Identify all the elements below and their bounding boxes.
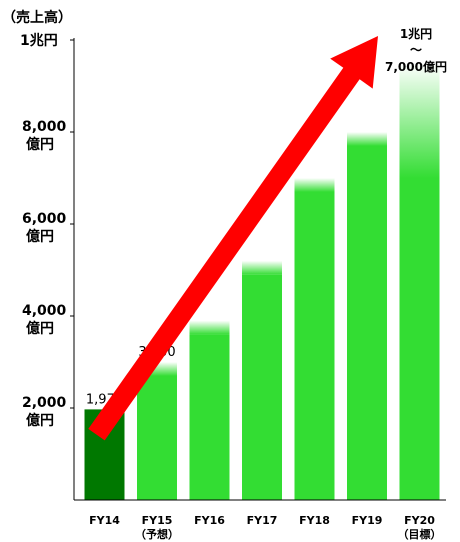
bar-fy19	[347, 132, 387, 500]
bar-fy18	[294, 178, 335, 500]
x-tick-label: FY18	[299, 514, 330, 527]
x-tick-label: FY20	[404, 514, 435, 527]
y-tick-label: 6,000	[22, 211, 67, 227]
bar-body	[294, 192, 335, 500]
target-line-2: ～	[410, 43, 422, 57]
y-tick-label: 2,000	[22, 395, 67, 411]
bar-fade-top	[242, 260, 282, 275]
bar-fade-top	[294, 178, 335, 192]
bars	[84, 63, 440, 500]
y-axis-title: （売上高）	[2, 9, 72, 26]
x-tick-label: FY16	[194, 514, 225, 527]
y-tick-unit: 億円	[26, 228, 54, 245]
x-tick-label: FY15	[142, 514, 173, 527]
y-tick-label: 8,000	[22, 119, 67, 135]
bar-fy16	[189, 320, 230, 500]
bar-body	[347, 146, 387, 500]
bar-body	[189, 334, 230, 500]
bar-fy17	[242, 260, 282, 500]
y-tick-unit: 億円	[26, 136, 54, 153]
bar-body	[137, 376, 177, 500]
x-tick-label: FY14	[89, 514, 120, 527]
x-tick-label: FY17	[247, 514, 278, 527]
bar-fade-top	[347, 132, 387, 146]
x-tick-label: FY19	[352, 514, 383, 527]
y-tick-label: 4,000	[22, 303, 67, 319]
target-line-3: 7,000億円	[385, 59, 447, 74]
target-line-1: 1兆円	[400, 26, 432, 41]
growth-trend-arrow	[88, 36, 379, 441]
bar-fy20	[399, 63, 440, 500]
y-tick-label: 1兆円	[20, 33, 58, 49]
y-tick-unit: 億円	[26, 320, 54, 337]
x-tick-sublabel: （予想）	[135, 527, 179, 541]
target-annotation: 1兆円 ～ 7,000億円	[385, 26, 447, 74]
bar-fade-top	[399, 63, 440, 178]
y-axis-ticks	[70, 39, 74, 409]
x-axis-labels: FY14 FY15（予想） FY16 FY17 FY18 FY19 FY20（目標）	[89, 514, 441, 541]
bar-body	[399, 178, 440, 500]
x-tick-sublabel: （目標）	[398, 527, 442, 541]
bar-fade-top	[189, 320, 230, 335]
y-tick-unit: 億円	[26, 412, 54, 429]
bar-fy15	[137, 362, 177, 500]
bar-body	[242, 274, 282, 500]
